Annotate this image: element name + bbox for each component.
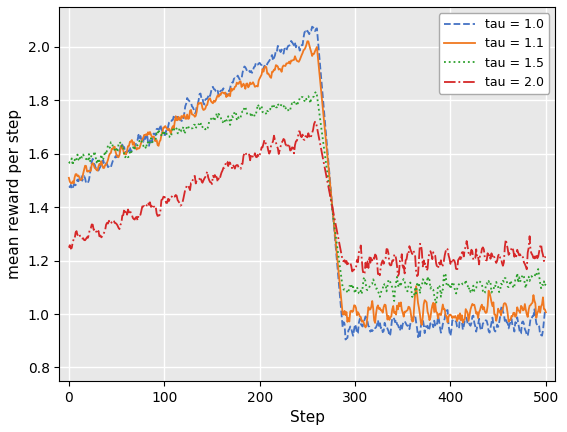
tau = 1.1 bbox=[380, 305, 387, 310]
tau = 1.5 bbox=[379, 286, 386, 291]
Legend: tau = 1.0, tau = 1.1, tau = 1.5, tau = 2.0: tau = 1.0, tau = 1.1, tau = 1.5, tau = 2… bbox=[439, 13, 549, 94]
X-axis label: Step: Step bbox=[290, 410, 325, 425]
tau = 1.0 bbox=[65, 185, 72, 190]
tau = 1.5 bbox=[204, 127, 210, 132]
tau = 1.5 bbox=[312, 89, 319, 94]
tau = 1.5 bbox=[184, 123, 191, 128]
tau = 1.5 bbox=[374, 286, 380, 291]
Line: tau = 1.1: tau = 1.1 bbox=[69, 41, 546, 327]
Y-axis label: mean reward per step: mean reward per step bbox=[7, 109, 22, 279]
tau = 1.0 bbox=[380, 328, 387, 334]
tau = 1.1 bbox=[375, 303, 382, 308]
tau = 2.0 bbox=[379, 258, 386, 263]
tau = 1.0 bbox=[309, 24, 316, 29]
tau = 1.5 bbox=[65, 161, 72, 166]
tau = 1.1 bbox=[543, 310, 549, 315]
tau = 1.0 bbox=[239, 70, 246, 76]
tau = 1.0 bbox=[342, 337, 349, 342]
tau = 1.1 bbox=[239, 83, 246, 88]
Line: tau = 2.0: tau = 2.0 bbox=[69, 122, 546, 276]
tau = 2.0 bbox=[543, 254, 549, 260]
tau = 2.0 bbox=[374, 258, 380, 263]
tau = 1.0 bbox=[184, 95, 191, 101]
tau = 1.0 bbox=[375, 318, 382, 323]
tau = 2.0 bbox=[204, 169, 210, 174]
tau = 1.0 bbox=[204, 96, 210, 102]
tau = 1.1 bbox=[362, 325, 369, 330]
tau = 2.0 bbox=[312, 119, 319, 124]
tau = 1.1 bbox=[65, 175, 72, 181]
tau = 1.5 bbox=[239, 109, 246, 114]
tau = 2.0 bbox=[462, 244, 469, 249]
Line: tau = 1.5: tau = 1.5 bbox=[69, 92, 546, 303]
tau = 2.0 bbox=[239, 161, 246, 166]
tau = 1.1 bbox=[304, 39, 311, 44]
tau = 1.1 bbox=[204, 102, 210, 108]
Line: tau = 1.0: tau = 1.0 bbox=[69, 27, 546, 340]
tau = 1.0 bbox=[462, 315, 469, 320]
tau = 1.1 bbox=[462, 307, 469, 312]
tau = 1.5 bbox=[433, 301, 439, 306]
tau = 2.0 bbox=[184, 182, 191, 187]
tau = 2.0 bbox=[414, 273, 421, 279]
tau = 2.0 bbox=[65, 245, 72, 250]
tau = 1.5 bbox=[462, 277, 469, 283]
tau = 1.0 bbox=[543, 309, 549, 314]
tau = 1.1 bbox=[184, 112, 191, 117]
tau = 1.5 bbox=[543, 280, 549, 286]
